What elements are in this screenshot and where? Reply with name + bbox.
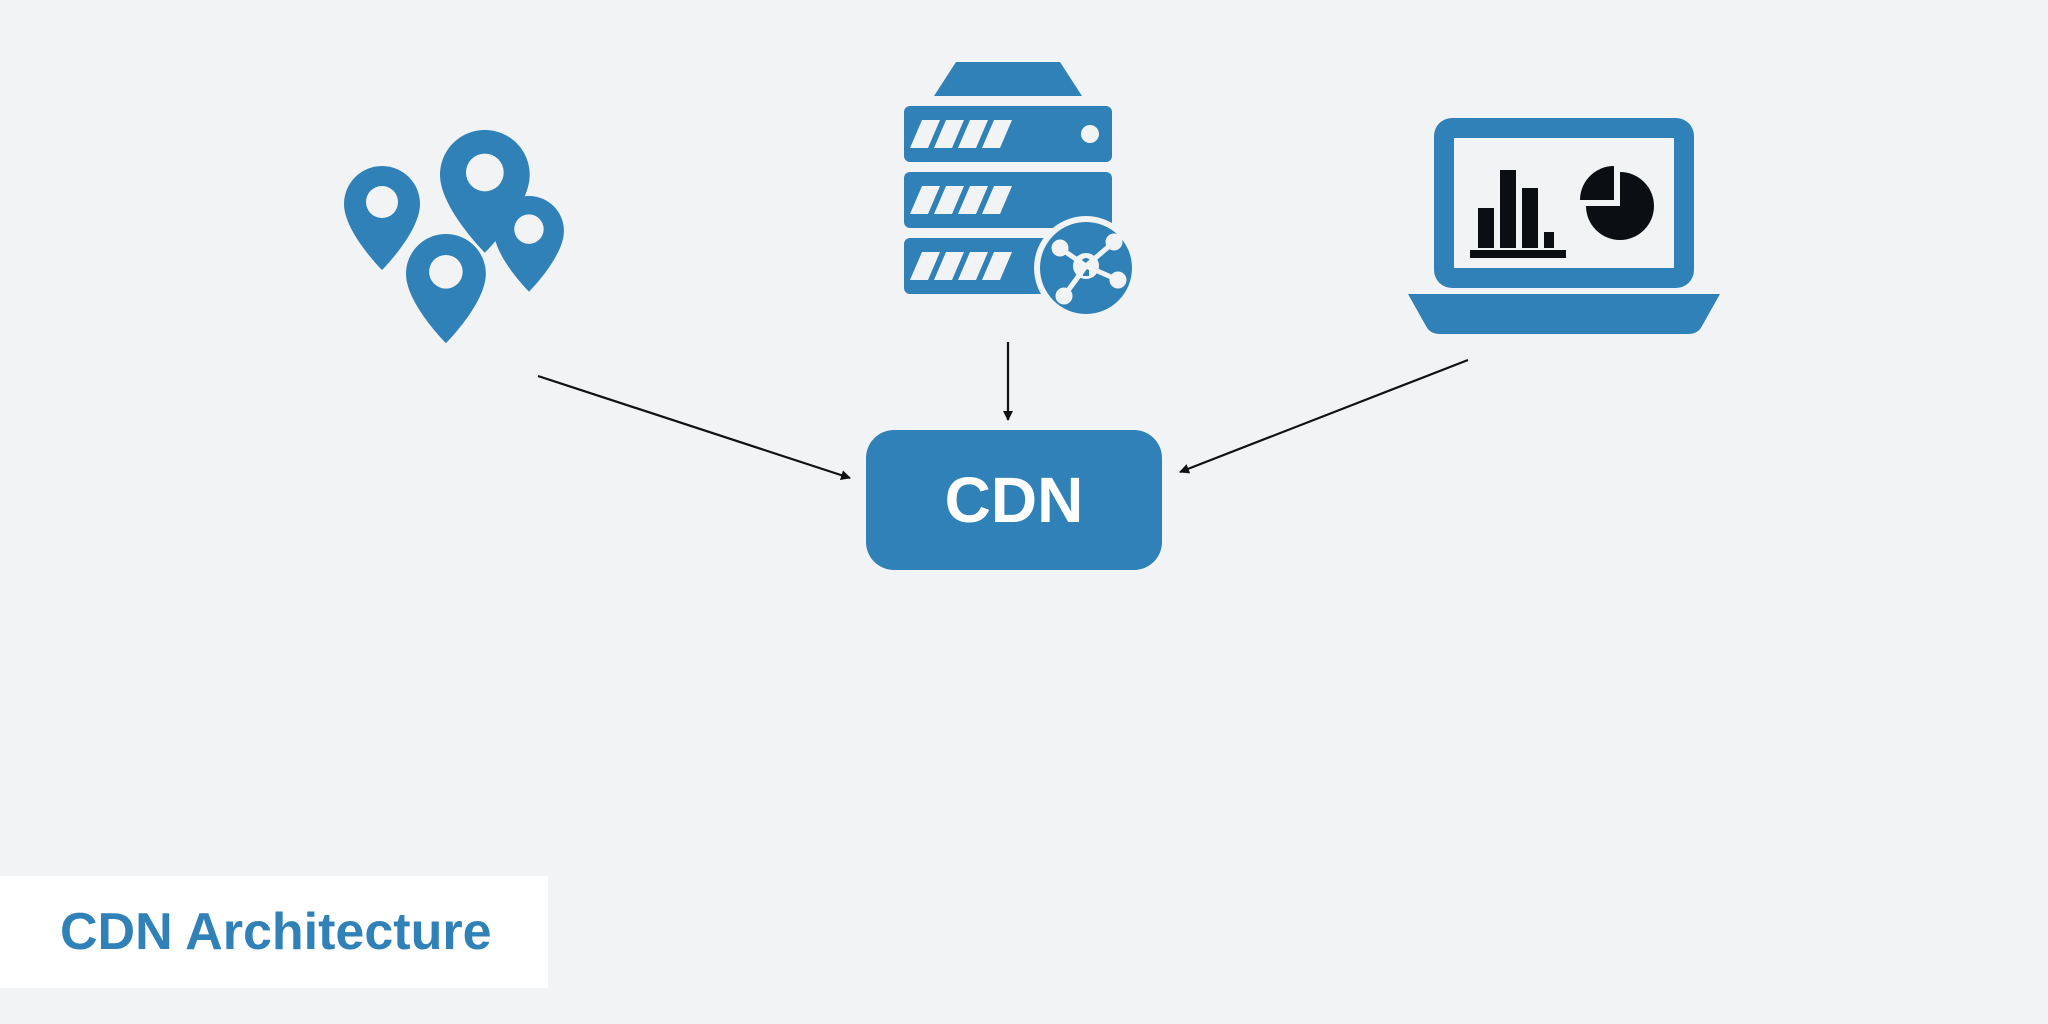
cdn-label: CDN xyxy=(945,463,1084,537)
diagram-title: CDN Architecture xyxy=(0,876,548,988)
server-icon xyxy=(868,60,1148,340)
diagram-title-text: CDN Architecture xyxy=(60,903,492,961)
laptop-analytics-icon xyxy=(1404,110,1724,340)
diagram-canvas: CDN CDN Architecture xyxy=(0,0,2048,1024)
map-pins-icon xyxy=(322,130,570,370)
cdn-box: CDN xyxy=(866,430,1162,570)
